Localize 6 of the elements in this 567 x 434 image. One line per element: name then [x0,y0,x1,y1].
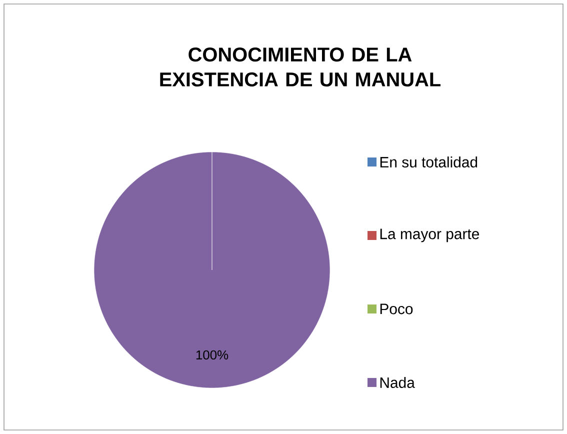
legend-label: Poco [380,304,413,314]
chart-title: CONOCIMIENTO DE LA EXISTENCIA DE UN MANUAL [160,47,440,86]
legend-label: La mayor parte [380,228,480,242]
legend-label: Nada [380,377,415,388]
data-label: 100% [196,350,228,360]
legend-label: En su totalidad [380,156,478,168]
